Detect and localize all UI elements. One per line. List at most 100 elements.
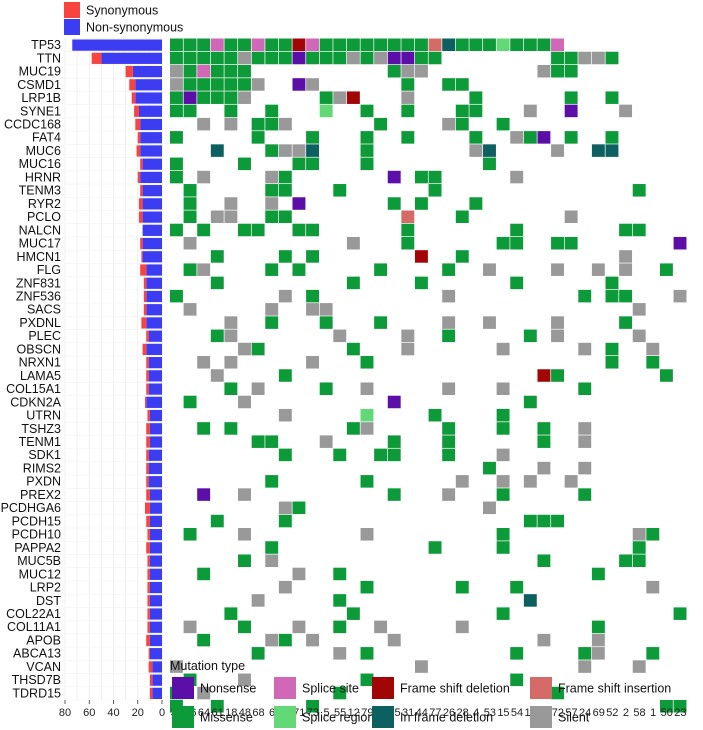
heatmap-cell-missense: [319, 91, 333, 104]
heatmap-cell-missense: [537, 554, 551, 567]
heatmap-cell-silent: [619, 263, 633, 276]
bar-nonsynonymous-dst: [149, 595, 162, 607]
gene-label: ABCA13: [13, 647, 61, 661]
sample-label: 4: [473, 707, 479, 719]
gene-label: LRP1B: [21, 91, 61, 105]
heatmap-cell-missense: [537, 422, 551, 435]
mutation-legend-label: Missense: [200, 711, 253, 725]
heatmap-cell-frame-shift-deletion: [414, 250, 428, 263]
heatmap-cell-missense: [183, 104, 197, 118]
heatmap-cell-missense: [170, 38, 183, 52]
heatmap-cell-missense: [374, 38, 388, 52]
bar-nonsynonymous-plec: [148, 330, 162, 342]
bar-synonymous-tdrd15: [149, 687, 153, 699]
heatmap-cell-missense: [591, 620, 605, 634]
heatmap-cell-missense: [551, 514, 564, 528]
heatmap-cell-nonsense: [183, 91, 197, 104]
heatmap-cell-missense: [401, 223, 415, 237]
heatmap-cell-silent: [632, 528, 646, 541]
heatmap-cell-missense: [224, 38, 238, 52]
heatmap-cell-silent: [210, 369, 224, 382]
heatmap-cell-missense: [197, 223, 211, 237]
heatmap-cell-missense: [333, 448, 347, 462]
legend-label-synonymous: Synonymous: [86, 4, 158, 18]
heatmap-cell-missense: [360, 51, 374, 65]
heatmap-cell-silent: [224, 210, 238, 224]
heatmap-cell-missense: [564, 131, 578, 144]
heatmap-cell-silent: [319, 435, 333, 448]
sample-label: 15: [497, 707, 509, 719]
heatmap-cell-silent: [306, 633, 320, 647]
bar-nonsynonymous-hmcn1: [142, 251, 162, 263]
heatmap-cell-missense: [251, 51, 265, 65]
heatmap-cell-missense: [496, 488, 510, 501]
heatmap-cell-missense: [605, 342, 619, 356]
heatmap-cell-silent: [292, 620, 306, 634]
heatmap-cell-nonsense: [564, 104, 578, 118]
bar-synonymous-znf536: [143, 290, 147, 303]
gene-label: PXDNL: [19, 316, 61, 330]
gene-label: PAPPA2: [14, 541, 61, 555]
heatmap-cell-missense: [306, 700, 320, 713]
heatmap-cell-missense: [306, 131, 320, 144]
bar-nonsynonymous-rims2: [148, 462, 162, 475]
heatmap-cell-silent: [483, 316, 496, 329]
bar-nonsynonymous-apob: [149, 634, 162, 647]
sample-label: 50: [661, 707, 673, 719]
heatmap-cell-silent: [265, 554, 279, 567]
sample-label: 5: [323, 707, 329, 719]
heatmap-cell-missense: [360, 580, 374, 594]
heatmap-cell-missense: [646, 647, 660, 660]
mutation-type-legend-title: Mutation type: [170, 659, 245, 673]
bar-synonymous-muc12: [147, 568, 150, 580]
bar-synonymous-dst: [147, 595, 150, 607]
heatmap-cell-nonsense: [401, 51, 415, 65]
heatmap-cell-silent: [238, 51, 251, 65]
heatmap-cell-silent: [401, 91, 415, 104]
heatmap-cell-silent: [292, 144, 306, 157]
heatmap-cell-missense: [238, 157, 251, 171]
bar-synonymous-lama5: [146, 370, 149, 382]
bar-synonymous-muc6: [136, 145, 141, 157]
heatmap-cell-missense: [401, 104, 415, 118]
heatmap-cell-missense: [428, 541, 442, 554]
heatmap-cell-silent: [360, 422, 374, 435]
bar-nonsynonymous-tenm3: [142, 185, 162, 197]
bar-nonsynonymous-pcdh15: [149, 515, 162, 528]
bar-synonymous-apob: [146, 634, 150, 647]
heatmap-cell-silent: [278, 408, 292, 422]
heatmap-cell-missense: [278, 448, 292, 462]
heatmap-cell-missense: [333, 686, 347, 700]
heatmap-cell-missense: [605, 276, 619, 290]
heatmap-cell-silent: [442, 117, 456, 131]
heatmap-cell-missense: [551, 369, 564, 382]
sample-label: 79: [361, 707, 373, 719]
bar-nonsynonymous-hrnr: [140, 171, 162, 184]
heatmap-cell-silent: [414, 64, 428, 78]
heatmap-cell-missense: [170, 157, 183, 171]
heatmap-cell-missense: [414, 170, 428, 184]
gene-label: TP53: [31, 38, 61, 52]
heatmap-cell-silent: [224, 356, 238, 369]
heatmap-cell-missense: [197, 567, 211, 581]
mutation-legend-label: Nonsense: [200, 682, 256, 696]
bar-synonymous-muc17: [140, 237, 143, 250]
sample-label: 23: [674, 707, 686, 719]
bar-nonsynonymous-utrn: [149, 409, 162, 422]
heatmap-cell-silent: [265, 170, 279, 184]
bar-synonymous-muc5b: [147, 555, 150, 567]
heatmap-cell-missense: [346, 342, 360, 356]
heatmap-cell-missense: [496, 117, 510, 131]
heatmap-cell-silent: [496, 342, 510, 356]
heatmap-cell-nonsense: [292, 197, 306, 210]
gene-label: THSD7B: [12, 673, 61, 687]
heatmap-cell-missense: [414, 197, 428, 210]
heatmap-cell-missense: [278, 210, 292, 224]
heatmap-cell-in-frame-deletion: [442, 38, 456, 52]
sample-label: 18: [225, 707, 237, 719]
heatmap-cell-missense: [333, 567, 347, 581]
heatmap-cell-missense: [238, 64, 251, 78]
mutation-heatmap-panel: 3276646118486867871735551279637531447726…: [170, 38, 688, 719]
heatmap-cell-silent: [632, 303, 646, 316]
